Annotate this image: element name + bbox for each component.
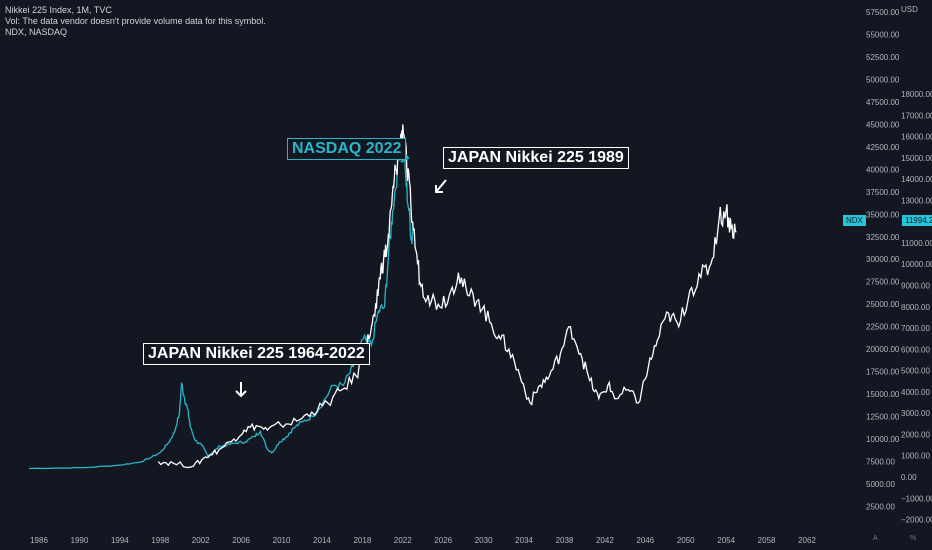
time-axis-tick-label: 1998 bbox=[151, 536, 169, 545]
time-axis-tick-label: 2022 bbox=[394, 536, 412, 545]
left-axis-tick-label: 20000.00 bbox=[866, 345, 900, 354]
time-axis-tick-label: 2050 bbox=[677, 536, 695, 545]
time-axis-tick-label: 2030 bbox=[475, 536, 493, 545]
annotation-japan-1964-2022: JAPAN Nikkei 225 1964-2022 bbox=[143, 343, 370, 365]
time-axis-tick-label: 1986 bbox=[30, 536, 48, 545]
right-axis-tick-label: 4000.00 bbox=[901, 388, 930, 397]
left-axis-tick-label: 40000.00 bbox=[866, 165, 900, 174]
time-axis: 1986 1990 1994 1998 2002 2006 2010 2014 2018 2022… bbox=[30, 536, 816, 545]
left-axis-tick-label: 32500.00 bbox=[866, 233, 900, 242]
time-axis-tick-label: 2014 bbox=[313, 536, 331, 545]
time-axis-tick-label: 2062 bbox=[798, 536, 816, 545]
right-axis-tick-label: 5000.00 bbox=[901, 367, 930, 376]
right-axis-tick-label: 0.00 bbox=[901, 473, 917, 482]
left-axis-tick-label: 15000.00 bbox=[866, 390, 900, 399]
right-axis-tick-label: −2000.00 bbox=[901, 516, 932, 525]
time-axis-tick-label: 2026 bbox=[434, 536, 452, 545]
left-axis-tick-label: 45000.00 bbox=[866, 120, 900, 129]
left-axis-tick-label: 30000.00 bbox=[866, 255, 900, 264]
left-axis-tick-label: 52500.00 bbox=[866, 53, 900, 62]
left-axis-tick-label: 37500.00 bbox=[866, 188, 900, 197]
auto-scale-button[interactable]: A bbox=[873, 535, 878, 542]
left-axis-tick-label: 2500.00 bbox=[866, 502, 895, 511]
left-axis-tick-label: 25000.00 bbox=[866, 300, 900, 309]
right-price-axis: 18000.00 17000.00 16000.00 15000.00 14000.00… bbox=[901, 90, 932, 525]
left-axis-tick-label: 12500.00 bbox=[866, 413, 900, 422]
left-axis-tick-label: 42500.00 bbox=[866, 143, 900, 152]
legend-compare-symbol: NDX, NASDAQ bbox=[5, 27, 68, 37]
right-axis-tick-label: 17000.00 bbox=[901, 111, 932, 120]
time-axis-tick-label: 2042 bbox=[596, 536, 614, 545]
left-axis-tick-label: 7500.00 bbox=[866, 458, 895, 467]
right-axis-tick-label: 3000.00 bbox=[901, 409, 930, 418]
time-axis-tick-label: 2034 bbox=[515, 536, 533, 545]
time-axis-tick-label: 2002 bbox=[192, 536, 210, 545]
time-axis-tick-label: 2010 bbox=[273, 536, 291, 545]
legend-symbol-line: Nikkei 225 Index, 1M, TVC bbox=[5, 5, 112, 15]
annotation-japan-1989: JAPAN Nikkei 225 1989 bbox=[443, 147, 629, 169]
left-axis-tick-label: 35000.00 bbox=[866, 210, 900, 219]
time-axis-tick-label: 1990 bbox=[71, 536, 89, 545]
left-axis-tick-label: 10000.00 bbox=[866, 435, 900, 444]
right-axis-tick-label: 13000.00 bbox=[901, 196, 932, 205]
ndx-price-tag-value: 11994.25 bbox=[902, 215, 932, 226]
arrow-japan1989-icon bbox=[435, 179, 447, 193]
ndx-price-tag-label: NDX bbox=[843, 215, 866, 226]
time-axis-tick-label: 2054 bbox=[717, 536, 735, 545]
left-axis-tick-label: 27500.00 bbox=[866, 278, 900, 287]
right-axis-tick-label: 11000.00 bbox=[901, 239, 932, 248]
series-line-0 bbox=[28, 129, 414, 470]
left-axis-tick-label: 5000.00 bbox=[866, 480, 895, 489]
right-axis-tick-label: 15000.00 bbox=[901, 154, 932, 163]
series-layer bbox=[28, 124, 737, 470]
percent-scale-button[interactable]: % bbox=[910, 535, 917, 542]
right-axis-tick-label: 1000.00 bbox=[901, 452, 930, 461]
right-axis-tick-label: 9000.00 bbox=[901, 282, 930, 291]
left-axis-tick-label: 57500.00 bbox=[866, 8, 900, 17]
annotation-nasdaq-2022: NASDAQ 2022 bbox=[287, 138, 407, 160]
time-axis-tick-label: 2058 bbox=[758, 536, 776, 545]
left-axis-tick-label: 55000.00 bbox=[866, 30, 900, 39]
right-axis-tick-label: 2000.00 bbox=[901, 430, 930, 439]
time-axis-tick-label: 1994 bbox=[111, 536, 129, 545]
time-axis-tick-label: 2018 bbox=[353, 536, 371, 545]
time-axis-tick-label: 2006 bbox=[232, 536, 250, 545]
right-axis-tick-label: 8000.00 bbox=[901, 303, 930, 312]
right-axis-tick-label: 18000.00 bbox=[901, 90, 932, 99]
left-price-axis: 57500.00 55000.00 52500.00 50000.00 47500.00… bbox=[866, 8, 900, 511]
left-axis-tick-label: 17500.00 bbox=[866, 368, 900, 377]
time-axis-tick-label: 2038 bbox=[556, 536, 574, 545]
left-axis-tick-label: 50000.00 bbox=[866, 75, 900, 84]
currency-label: USD bbox=[901, 5, 918, 14]
right-axis-tick-label: 10000.00 bbox=[901, 260, 932, 269]
right-axis-tick-label: 7000.00 bbox=[901, 324, 930, 333]
right-axis-tick-label: 16000.00 bbox=[901, 133, 932, 142]
right-axis-tick-label: 14000.00 bbox=[901, 175, 932, 184]
right-axis-tick-label: −1000.00 bbox=[901, 494, 932, 503]
left-axis-tick-label: 47500.00 bbox=[866, 98, 900, 107]
time-axis-tick-label: 2046 bbox=[636, 536, 654, 545]
series-line-1 bbox=[157, 124, 737, 469]
left-axis-tick-label: 22500.00 bbox=[866, 323, 900, 332]
arrow-japan1964-icon bbox=[235, 382, 247, 398]
legend-volume-note: Vol: The data vendor doesn't provide vol… bbox=[5, 16, 266, 26]
chart-legend: Nikkei 225 Index, 1M, TVC Vol: The data … bbox=[5, 5, 266, 38]
right-axis-tick-label: 6000.00 bbox=[901, 345, 930, 354]
